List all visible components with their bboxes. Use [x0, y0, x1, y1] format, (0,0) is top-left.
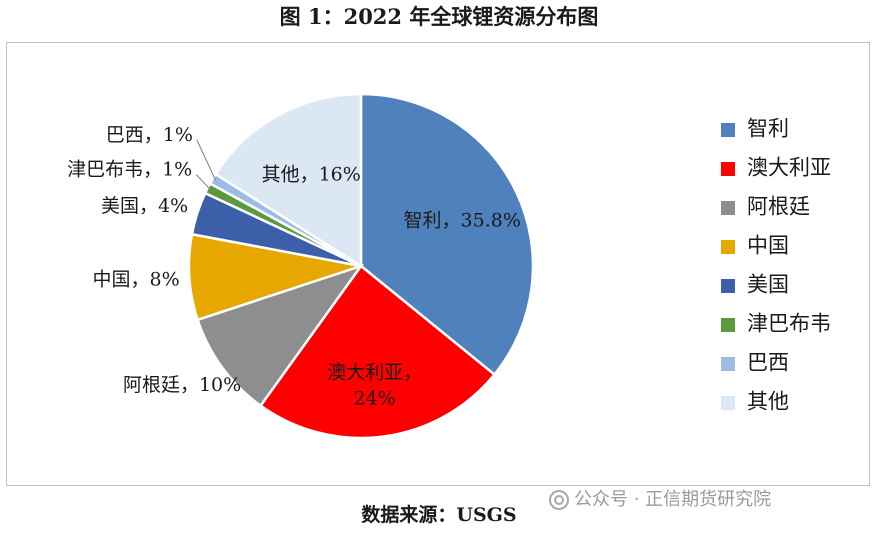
legend-entry-4: 中国: [747, 234, 789, 258]
legend-swatch-6: [721, 318, 735, 332]
legend-entry-8: 其他: [747, 390, 789, 414]
slice-6-leader-line: [195, 174, 211, 191]
slice-3-wedge: [196, 263, 365, 408]
legend-entry-3: 阿根廷: [747, 195, 810, 219]
slice-6-label: 津巴布韦，1%: [67, 158, 192, 180]
legend-entry-2: 澳大利亚: [747, 156, 831, 180]
legend-swatch-8: [721, 396, 735, 410]
legend-entry-5: 美国: [747, 273, 789, 297]
slice-1-label: 智利，35.8%: [404, 210, 521, 232]
slice-2-wedge: [258, 264, 497, 440]
slice-5-label: 美国，4%: [101, 195, 188, 217]
legend-entry-6: 津巴布韦: [747, 312, 831, 336]
chart-frame: 智利，35.8% 澳大利亚， 24% 阿根廷，10% 中国，8% 美国，4% 津巴布韦，1%…: [6, 42, 870, 486]
slice-8-label: 其他，16%: [262, 164, 361, 186]
slice-7-label: 巴西，1%: [106, 124, 193, 146]
legend-swatch-5: [721, 279, 735, 293]
pie-chart: 智利，35.8% 澳大利亚， 24% 阿根廷，10% 中国，8% 美国，4% 津巴布韦，1%…: [67, 92, 831, 440]
legend-swatch-2: [721, 162, 735, 176]
slice-1-wedge: [359, 92, 535, 377]
pie-slices: [187, 92, 535, 440]
legend-entry-7: 巴西: [747, 351, 789, 375]
legend-swatch-4: [721, 240, 735, 254]
legend-entry-1: 智利: [747, 117, 789, 141]
wechat-official-account-icon: [549, 490, 569, 510]
watermark-text: 公众号 · 正信期货研究院: [574, 489, 772, 510]
watermark: 公众号 · 正信期货研究院: [548, 487, 771, 513]
legend-swatch-1: [721, 123, 735, 137]
slice-3-label: 阿根廷，10%: [123, 374, 241, 396]
data-labels: 智利，35.8% 澳大利亚， 24% 阿根廷，10% 中国，8% 美国，4% 津巴布韦，1%…: [67, 124, 521, 409]
slice-7-leader-line: [196, 139, 217, 181]
slice-4-label: 中国，8%: [92, 268, 179, 290]
page-title: 图 1：2022 年全球锂资源分布图: [279, 4, 599, 29]
leader-lines: [195, 139, 217, 191]
legend-swatch-7: [721, 357, 735, 371]
legend-swatch-3: [721, 201, 735, 215]
slice-8-wedge: [213, 92, 363, 269]
data-source-note: 数据来源：USGS: [361, 504, 517, 526]
slice-2-label: 澳大利亚， 24%: [327, 361, 422, 409]
